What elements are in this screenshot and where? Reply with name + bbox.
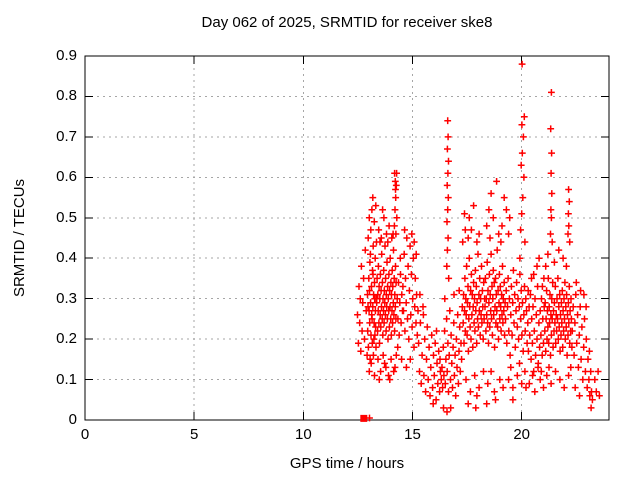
x-tick-label: 20 [513, 426, 530, 443]
x-tick-label: 5 [189, 426, 199, 443]
square-marker [360, 414, 368, 422]
plot-border [84, 55, 610, 421]
x-tick-label: 10 [294, 426, 312, 443]
y-tick-label: 0.8 [56, 87, 77, 105]
x-axis-label: GPS time / hours [289, 455, 405, 472]
x-tick-label: 15 [404, 426, 421, 443]
y-tick-label: 0.7 [56, 127, 77, 145]
y-tick-label: 0.3 [56, 289, 77, 307]
y-tick-label: 0 [68, 411, 77, 428]
y-tick-label: 0.2 [56, 330, 77, 348]
x-tick-label: 0 [80, 426, 90, 443]
chart-title: Day 062 of 2025, SRMTID for receiver ske… [201, 14, 493, 31]
y-tick-label: 0.9 [56, 47, 77, 64]
y-tick-label: 0.6 [56, 168, 77, 186]
y-tick-label: 0.1 [56, 370, 77, 388]
y-axis-label: SRMTID / TECUs [11, 178, 28, 298]
y-tick-label: 0.4 [56, 249, 77, 267]
scatter-points [354, 60, 603, 422]
y-tick-label: 0.5 [56, 208, 77, 226]
